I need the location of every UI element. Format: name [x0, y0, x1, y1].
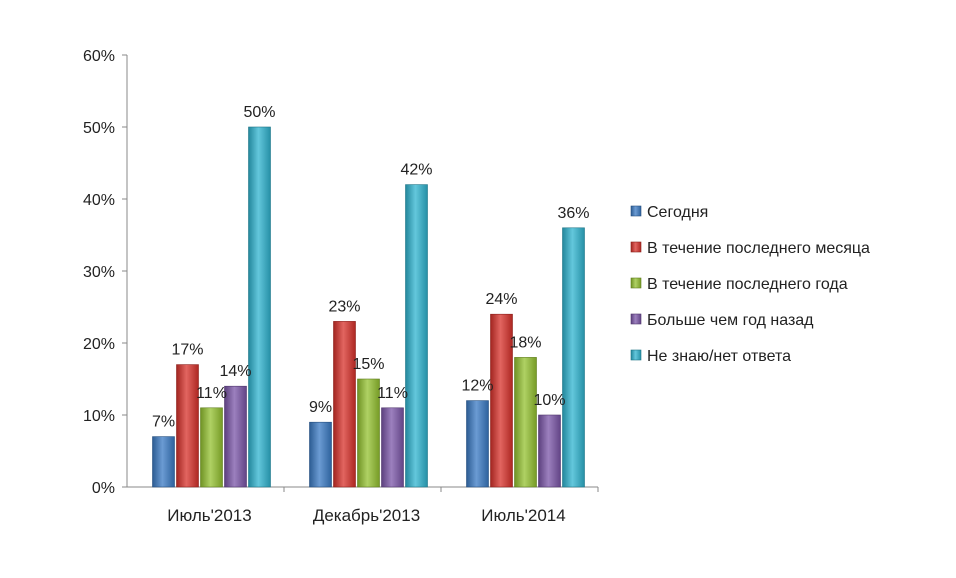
- bar: [538, 414, 561, 488]
- chart-axes: 0% 10% 20% 30% 40% 50% 60% Июль'2013 Декабрь'201…: [83, 48, 599, 525]
- bar: [405, 184, 428, 488]
- bar: [490, 313, 513, 488]
- bar: [309, 421, 332, 488]
- data-label: 36%: [557, 205, 589, 222]
- data-label: 23%: [328, 298, 360, 315]
- y-tick-label: 10%: [83, 408, 115, 425]
- data-label: 9%: [309, 399, 332, 416]
- legend-label: Сегодня: [647, 204, 708, 221]
- data-label: 24%: [485, 291, 517, 308]
- chart-legend: Сегодня В течение последнего месяца В тече…: [630, 204, 870, 365]
- bar: [381, 407, 404, 488]
- bar: [152, 436, 175, 488]
- bar: [514, 357, 537, 488]
- data-label: 15%: [352, 356, 384, 373]
- legend-swatch: [630, 313, 642, 325]
- bar: [357, 378, 380, 488]
- data-label: 7%: [152, 414, 175, 431]
- bar: [224, 385, 247, 488]
- legend-swatch: [630, 205, 642, 217]
- legend-label: Больше чем год назад: [647, 312, 814, 329]
- legend-swatch: [630, 277, 642, 289]
- bar: [466, 400, 489, 488]
- legend-swatch: [630, 241, 642, 253]
- y-tick-label: 30%: [83, 264, 115, 281]
- data-label: 11%: [377, 385, 408, 402]
- y-tick-label: 20%: [83, 336, 115, 353]
- chart-data-labels: 7% 17% 11% 14% 50% 9% 23% 15% 11% 42% 12% 24% 18% 10%…: [152, 104, 590, 431]
- legend-label: В течение последнего месяца: [647, 240, 870, 257]
- y-tick-label: 0%: [92, 480, 115, 497]
- y-tick-label: 40%: [83, 192, 115, 209]
- data-label: 18%: [509, 334, 541, 351]
- legend-label: Не знаю/нет ответа: [647, 348, 791, 365]
- legend-label: В течение последнего года: [647, 276, 848, 293]
- data-label: 12%: [461, 378, 493, 395]
- x-category-label: Декабрь'2013: [313, 506, 420, 525]
- bar: [248, 126, 271, 488]
- bar: [200, 407, 223, 488]
- data-label: 42%: [400, 162, 432, 179]
- data-label: 10%: [533, 392, 565, 409]
- y-tick-label: 50%: [83, 120, 115, 137]
- x-category-label: Июль'2013: [167, 506, 251, 525]
- chart-bars: [152, 126, 585, 488]
- data-label: 11%: [196, 385, 227, 402]
- data-label: 14%: [219, 363, 251, 380]
- bar: [176, 364, 199, 488]
- x-category-label: Июль'2014: [481, 506, 565, 525]
- bar: [562, 227, 585, 488]
- data-label: 50%: [243, 104, 275, 121]
- y-tick-label: 60%: [83, 48, 115, 65]
- bar: [333, 321, 356, 488]
- legend-swatch: [630, 349, 642, 361]
- data-label: 17%: [171, 342, 203, 359]
